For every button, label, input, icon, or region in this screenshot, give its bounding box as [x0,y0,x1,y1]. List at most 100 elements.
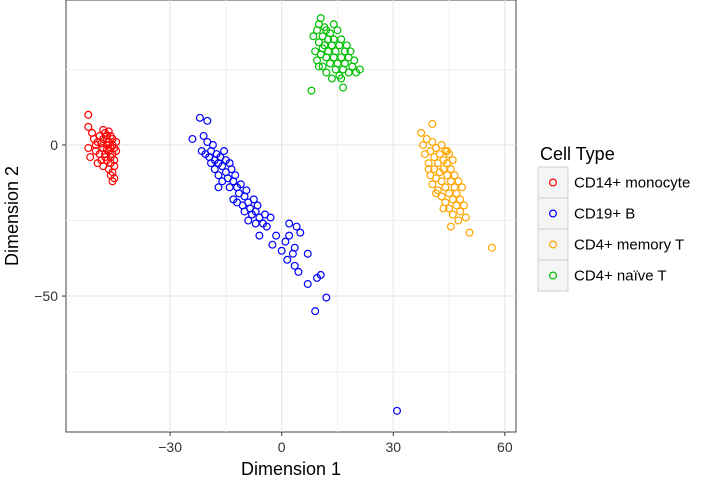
series-cd14-monocyte [84,110,121,186]
data-point [452,201,461,210]
legend: Cell Type CD14+ monocyte CD19+ B CD4+ memo… [537,144,690,292]
data-point [443,147,452,156]
data-point [448,156,457,165]
data-point [285,219,294,228]
data-point [342,41,351,50]
data-point [255,231,264,240]
data-point [452,189,461,198]
data-point [104,127,113,136]
x-tick-label: 30 [385,439,401,455]
data-point [97,139,106,148]
data-point [329,20,338,29]
data-point [461,213,470,222]
y-tick-label: −50 [34,288,58,304]
data-point [102,134,111,143]
data-point [322,293,331,302]
data-point [231,171,240,180]
data-point [344,68,353,77]
x-tick-label: 0 [278,439,286,455]
data-point [428,180,437,189]
y-axis-title: Dimension 2 [2,166,22,266]
data-point [218,162,227,171]
data-point [333,59,342,68]
data-point [101,153,110,162]
data-point [318,62,327,71]
legend-items: CD14+ monocyte CD19+ B CD4+ memory T CD4+ n… [537,166,690,292]
data-point [99,125,108,134]
data-point [251,219,260,228]
data-point [290,243,299,252]
legend-key-marker [548,271,557,280]
data-point [110,156,119,165]
data-point [445,189,454,198]
data-point [214,183,223,192]
data-point [309,32,318,41]
data-point [285,231,294,240]
data-point [439,204,448,213]
data-point [439,165,448,174]
data-point [281,237,290,246]
y-tick-label: 0 [50,137,58,153]
data-point [277,246,286,255]
data-point [203,116,212,125]
data-point [329,35,338,44]
data-point [227,165,236,174]
data-point [188,134,197,143]
data-point [296,228,305,237]
data-point [454,177,463,186]
legend-label: CD4+ naïve T [574,268,667,285]
data-point [112,137,121,146]
data-point [337,35,346,44]
data-point [446,177,455,186]
x-axis-title: Dimension 1 [241,459,341,479]
data-point [220,147,229,156]
data-point [318,44,327,53]
data-point [199,131,208,140]
legend-label: CD14+ monocyte [574,175,690,192]
data-point [249,195,258,204]
legend-label: CD19+ B [574,206,635,223]
data-points [84,14,496,415]
data-point [207,159,216,168]
data-point [448,195,457,204]
data-point [337,74,346,83]
data-point [428,119,437,128]
legend-key-marker [548,178,557,187]
series-cd4-na-ve-t [307,14,364,95]
data-point [112,147,121,156]
data-point [253,201,262,210]
data-point [210,165,219,174]
data-point [316,270,325,279]
legend-key-marker [548,240,557,249]
data-point [331,47,340,56]
data-point [487,243,496,252]
data-point [340,59,349,68]
data-point [236,180,245,189]
data-point [208,141,217,150]
x-tick-label: −30 [158,439,182,455]
data-point [456,207,465,216]
data-point [424,159,433,168]
data-point [419,141,428,150]
data-point [432,189,441,198]
data-point [333,26,342,35]
data-point [307,86,316,95]
data-point [242,186,251,195]
data-point [294,267,303,276]
data-point [283,255,292,264]
data-point [454,216,463,225]
data-point [84,122,93,131]
data-point [445,204,454,213]
y-axis-ticks: −50 0 [34,137,66,304]
legend-title: Cell Type [540,144,615,164]
data-point [417,128,426,137]
data-point [450,171,459,180]
series-cd4-memory-t [417,119,496,252]
data-point [458,183,467,192]
data-point [326,59,335,68]
data-point [443,171,452,180]
data-point [446,165,455,174]
data-point [262,222,271,231]
data-point [327,74,336,83]
